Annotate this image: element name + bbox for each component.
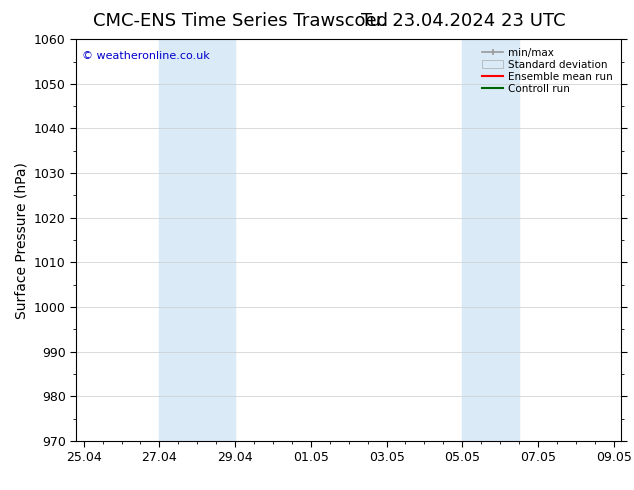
- Text: Tu. 23.04.2024 23 UTC: Tu. 23.04.2024 23 UTC: [361, 12, 565, 30]
- Text: © weatheronline.co.uk: © weatheronline.co.uk: [82, 51, 209, 61]
- Bar: [159, 39, 235, 441]
- Y-axis label: Surface Pressure (hPa): Surface Pressure (hPa): [14, 162, 29, 318]
- Text: CMC-ENS Time Series Trawscoed: CMC-ENS Time Series Trawscoed: [93, 12, 389, 30]
- Legend: min/max, Standard deviation, Ensemble mean run, Controll run: min/max, Standard deviation, Ensemble me…: [479, 45, 616, 97]
- Bar: [462, 39, 519, 441]
